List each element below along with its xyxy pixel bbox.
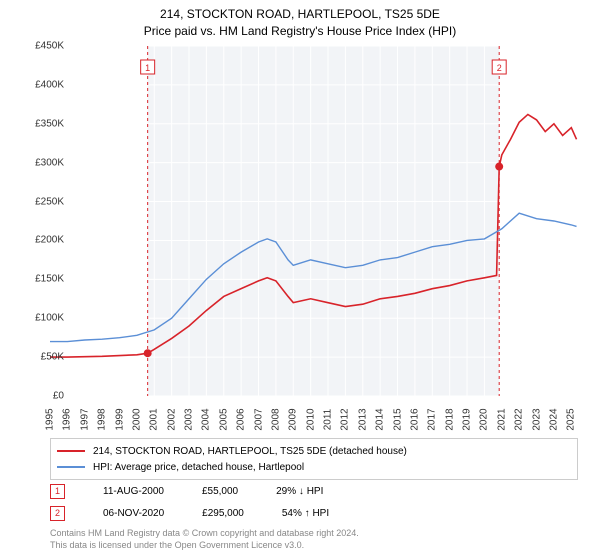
legend-swatch-hpi xyxy=(57,466,85,468)
x-tick-label: 2021 xyxy=(496,408,507,430)
legend-label-hpi: HPI: Average price, detached house, Hart… xyxy=(93,462,304,473)
transaction-row-1: 1 11-AUG-2000 £55,000 29% ↓ HPI xyxy=(50,484,323,499)
y-tick-label: £200K xyxy=(35,235,64,246)
transaction-price-2: £295,000 xyxy=(202,508,244,519)
chart-title: 214, STOCKTON ROAD, HARTLEPOOL, TS25 5DE xyxy=(0,0,600,23)
x-tick-label: 2007 xyxy=(253,408,264,430)
footer-line-2: This data is licensed under the Open Gov… xyxy=(50,540,359,552)
transaction-price-1: £55,000 xyxy=(202,486,238,497)
x-tick-label: 2006 xyxy=(236,408,247,430)
x-tick-label: 2019 xyxy=(462,408,473,430)
x-tick-label: 1995 xyxy=(45,408,56,430)
x-tick-label: 2009 xyxy=(288,408,299,430)
x-tick-label: 2015 xyxy=(392,408,403,430)
transaction-date-2: 06-NOV-2020 xyxy=(103,508,164,519)
x-tick-label: 2018 xyxy=(444,408,455,430)
transaction-marker-1: 1 xyxy=(50,484,65,499)
x-tick-label: 2008 xyxy=(270,408,281,430)
x-tick-label: 2013 xyxy=(357,408,368,430)
x-tick-label: 1997 xyxy=(79,408,90,430)
y-tick-label: £350K xyxy=(35,118,64,129)
footer-line-1: Contains HM Land Registry data © Crown c… xyxy=(50,528,359,540)
y-tick-label: £300K xyxy=(35,157,64,168)
chart-subtitle: Price paid vs. HM Land Registry's House … xyxy=(0,23,600,40)
transaction-marker-2: 2 xyxy=(50,506,65,521)
legend-row-hpi: HPI: Average price, detached house, Hart… xyxy=(57,459,571,475)
x-tick-label: 2005 xyxy=(218,408,229,430)
svg-text:2: 2 xyxy=(497,63,502,73)
x-tick-label: 1996 xyxy=(62,408,73,430)
transaction-delta-2: 54% ↑ HPI xyxy=(282,508,329,519)
transaction-date-1: 11-AUG-2000 xyxy=(103,486,164,497)
legend-row-property: 214, STOCKTON ROAD, HARTLEPOOL, TS25 5DE… xyxy=(57,443,571,459)
x-tick-label: 2001 xyxy=(149,408,160,430)
x-tick-label: 2002 xyxy=(166,408,177,430)
y-tick-label: £250K xyxy=(35,196,64,207)
transaction-delta-1: 29% ↓ HPI xyxy=(276,486,323,497)
x-tick-label: 2025 xyxy=(566,408,577,430)
x-tick-label: 2000 xyxy=(131,408,142,430)
chart-container: 214, STOCKTON ROAD, HARTLEPOOL, TS25 5DE… xyxy=(0,0,600,560)
legend-box: 214, STOCKTON ROAD, HARTLEPOOL, TS25 5DE… xyxy=(50,438,578,480)
svg-text:1: 1 xyxy=(145,63,150,73)
x-tick-label: 2024 xyxy=(548,408,559,430)
x-tick-label: 2010 xyxy=(305,408,316,430)
x-tick-label: 1999 xyxy=(114,408,125,430)
chart-area: 12 xyxy=(50,46,580,396)
y-tick-label: £450K xyxy=(35,41,64,52)
y-tick-label: £400K xyxy=(35,79,64,90)
x-tick-label: 2014 xyxy=(375,408,386,430)
chart-svg: 12 xyxy=(50,46,580,396)
x-tick-label: 2020 xyxy=(479,408,490,430)
x-tick-label: 2011 xyxy=(323,409,334,431)
x-tick-label: 2004 xyxy=(201,408,212,430)
x-tick-label: 2016 xyxy=(409,408,420,430)
footer: Contains HM Land Registry data © Crown c… xyxy=(50,528,359,551)
x-tick-label: 1998 xyxy=(97,408,108,430)
x-tick-label: 2017 xyxy=(427,408,438,430)
x-tick-label: 2022 xyxy=(514,408,525,430)
y-tick-label: £100K xyxy=(35,313,64,324)
x-tick-label: 2023 xyxy=(531,408,542,430)
x-tick-label: 2012 xyxy=(340,408,351,430)
y-tick-label: £150K xyxy=(35,274,64,285)
transaction-row-2: 2 06-NOV-2020 £295,000 54% ↑ HPI xyxy=(50,506,329,521)
y-tick-label: £50K xyxy=(41,352,64,363)
legend-label-property: 214, STOCKTON ROAD, HARTLEPOOL, TS25 5DE… xyxy=(93,446,407,457)
x-tick-label: 2003 xyxy=(184,408,195,430)
y-tick-label: £0 xyxy=(53,391,64,402)
legend-swatch-property xyxy=(57,450,85,452)
